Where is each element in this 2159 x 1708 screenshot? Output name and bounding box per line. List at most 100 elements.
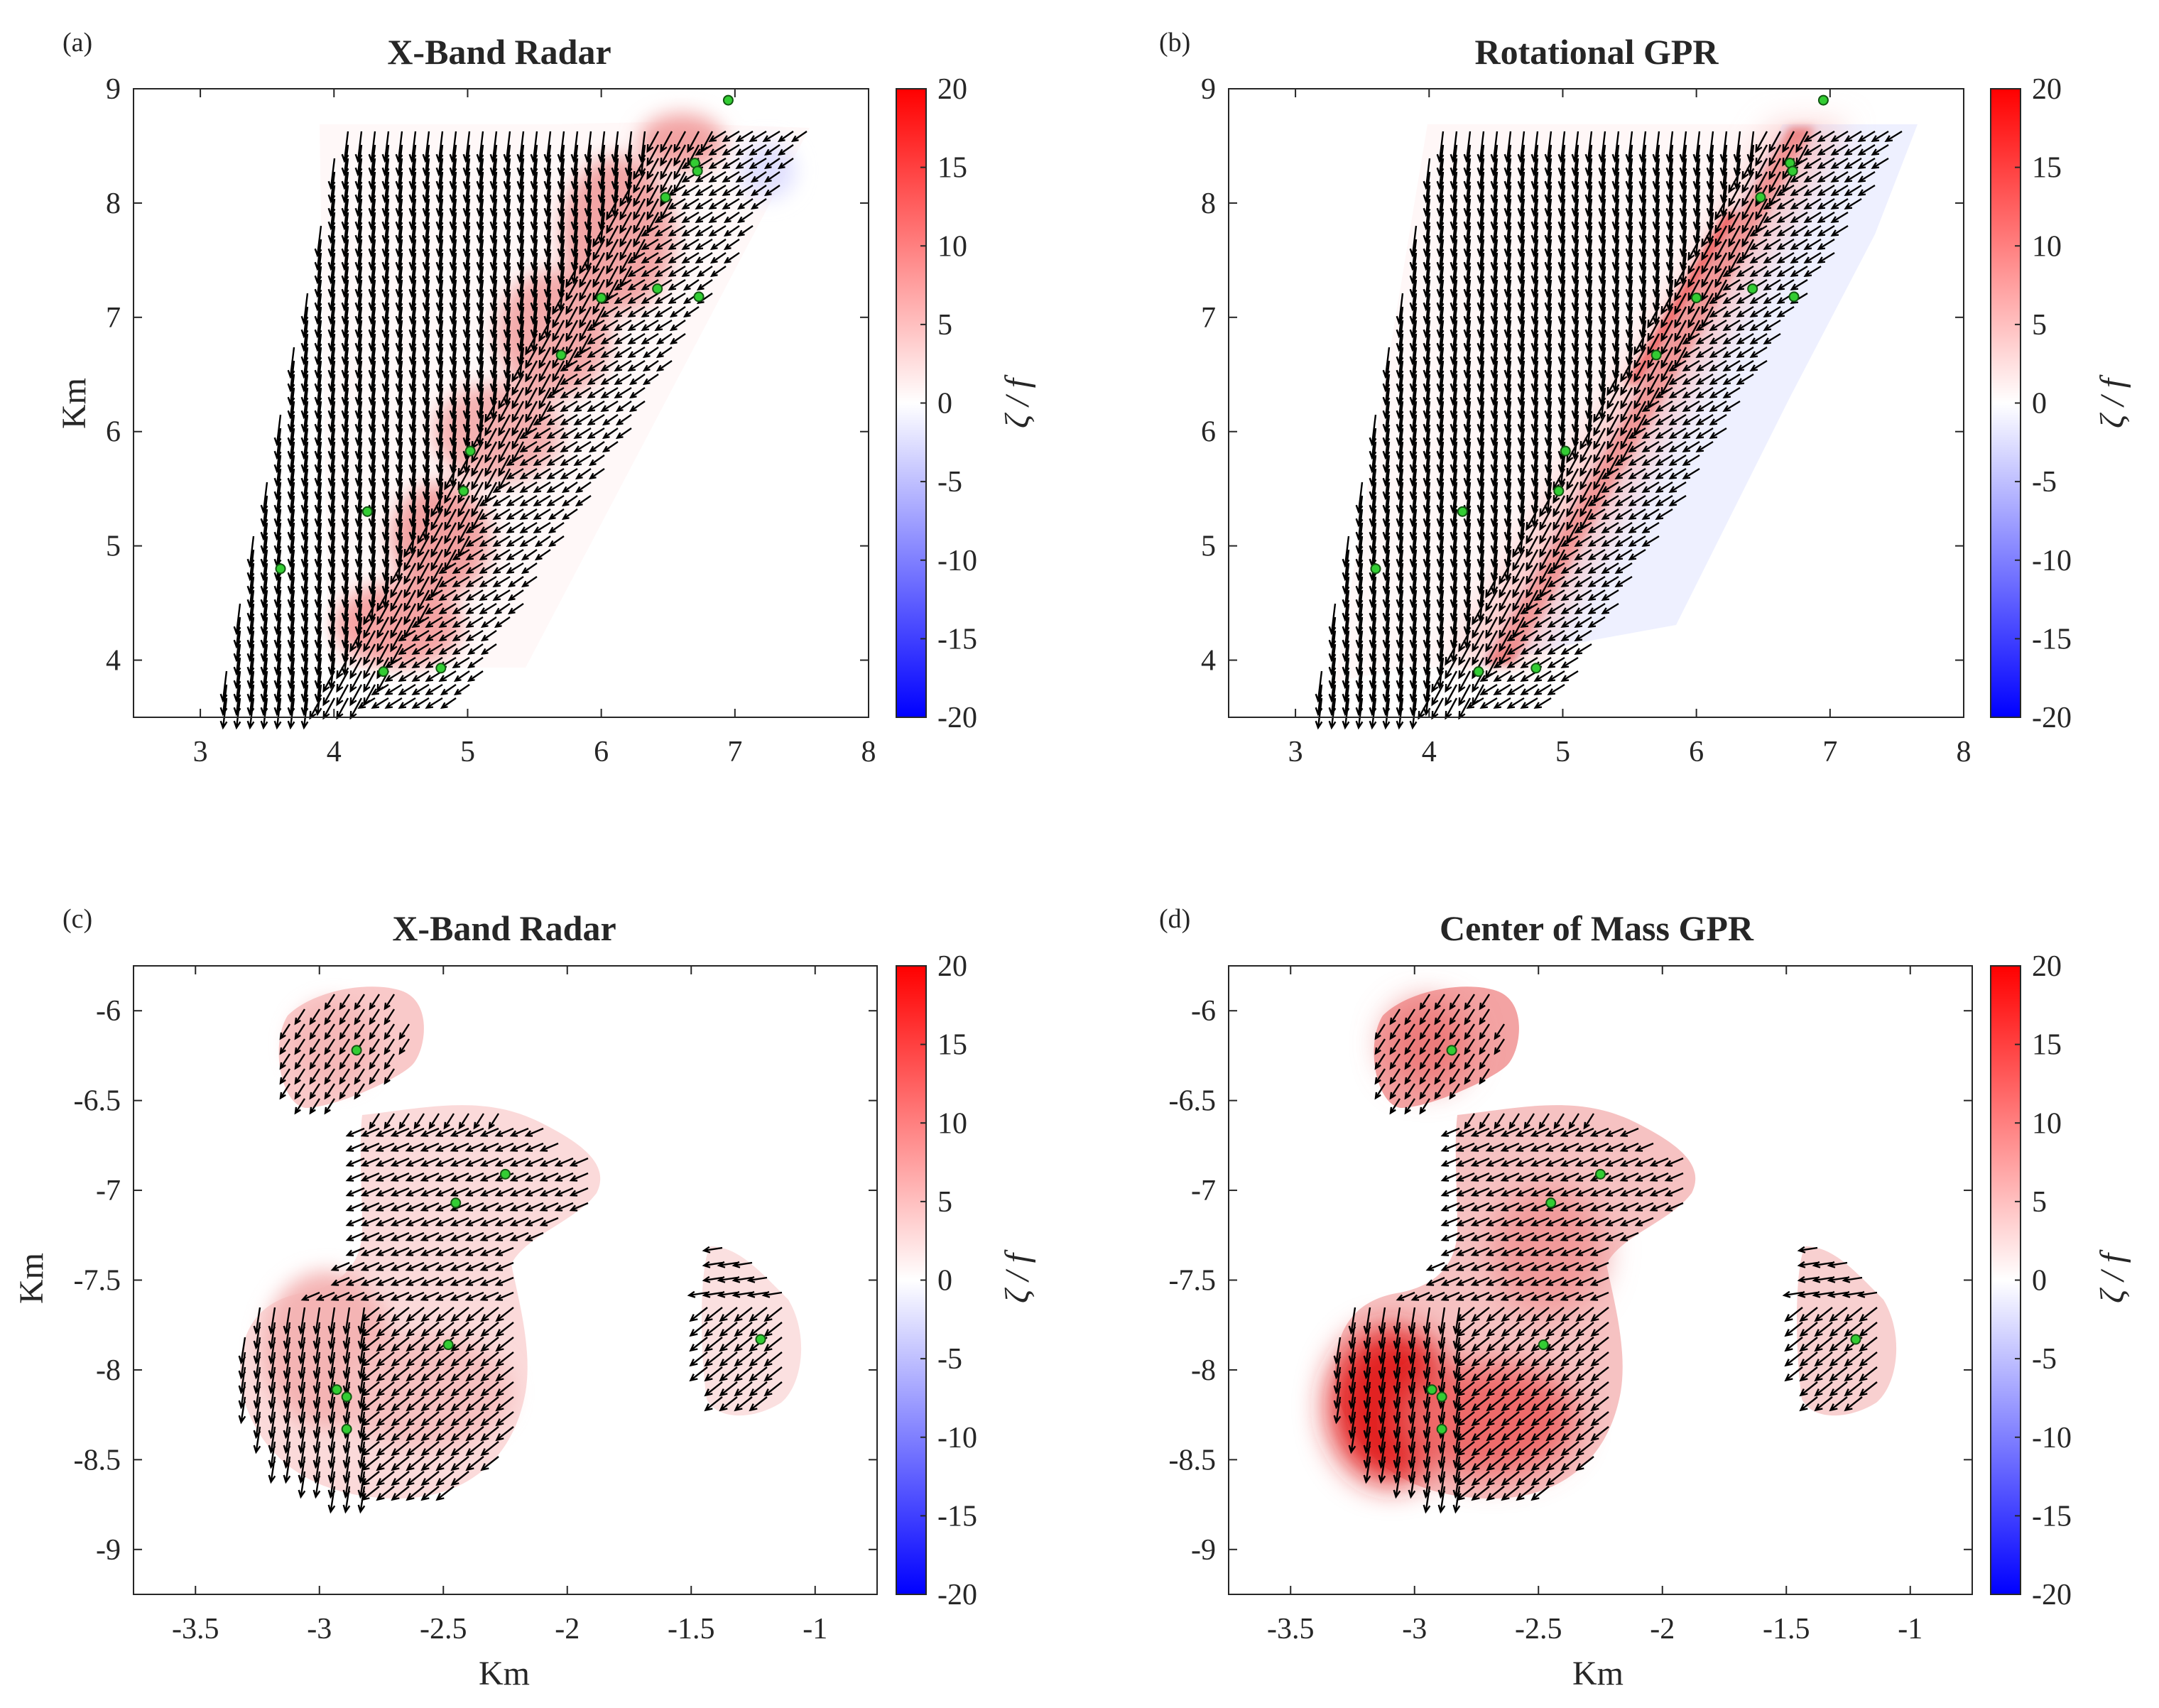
velocity-arrow (1547, 656, 1565, 669)
velocity-arrow (369, 1068, 381, 1085)
velocity-arrow (438, 575, 457, 588)
velocity-arrow (1628, 440, 1646, 453)
velocity-arrow (279, 1053, 291, 1070)
colorbar-tick-label: 20 (937, 73, 967, 106)
velocity-arrow (336, 670, 349, 693)
velocity-arrow (1547, 670, 1565, 682)
colorbar-label: ζ / f (2094, 374, 2131, 428)
velocity-arrow (669, 306, 686, 318)
velocity-arrow (273, 697, 282, 730)
velocity-arrow (1479, 670, 1498, 682)
colorbar-tick-label: 5 (937, 1186, 952, 1219)
velocity-arrow (339, 1023, 351, 1040)
velocity-arrow (1579, 455, 1593, 477)
velocity-arrow (425, 629, 443, 642)
velocity-arrow (660, 158, 673, 180)
velocity-arrow (1566, 482, 1579, 504)
velocity-arrow (682, 279, 700, 291)
drifter-marker (1436, 1391, 1447, 1403)
velocity-arrow (1763, 251, 1781, 264)
velocity-arrow (1485, 603, 1499, 626)
velocity-arrow (1620, 387, 1633, 410)
velocity-arrow (592, 252, 606, 275)
velocity-arrow (695, 251, 713, 264)
drifter-marker (378, 666, 389, 678)
velocity-arrow (1628, 454, 1646, 467)
panel-title: Rotational GPR (1474, 32, 1719, 72)
velocity-arrow (398, 670, 416, 682)
velocity-arrow (1790, 251, 1808, 264)
velocity-arrow (1755, 198, 1768, 221)
velocity-arrow (1601, 548, 1619, 561)
velocity-arrow (570, 252, 579, 285)
velocity-arrow (1539, 562, 1552, 585)
velocity-arrow (360, 1142, 380, 1152)
vorticity-blob (1406, 1364, 1577, 1477)
velocity-arrow (1844, 143, 1862, 156)
velocity-arrow (1679, 252, 1687, 285)
colorbar-tick-label: 15 (937, 1029, 967, 1062)
velocity-arrow (668, 251, 686, 264)
velocity-arrow (546, 400, 565, 413)
velocity-arrow (1641, 400, 1660, 413)
velocity-arrow (614, 292, 632, 305)
velocity-arrow (1436, 657, 1445, 690)
velocity-arrow (565, 333, 579, 356)
velocity-arrow (696, 266, 713, 278)
velocity-arrow (384, 1053, 396, 1070)
velocity-arrow (452, 562, 470, 575)
colorbar-tick-label: -10 (937, 1422, 977, 1454)
velocity-arrows (219, 130, 807, 730)
drifter-marker (1538, 1339, 1549, 1351)
velocity-arrow (1844, 197, 1862, 210)
velocity-arrow (763, 171, 781, 183)
x-axis-label: Km (1572, 1655, 1624, 1692)
velocity-arrow (1709, 386, 1727, 399)
velocity-arrow (1566, 441, 1579, 464)
velocity-arrow (1593, 455, 1606, 477)
velocity-arrow (1641, 494, 1660, 507)
drifter-marker (1755, 192, 1766, 203)
velocity-arrow (498, 414, 511, 437)
velocity-arrow (363, 630, 376, 653)
velocity-arrow (627, 359, 646, 372)
vorticity-blob (739, 142, 795, 199)
velocity-arrow (1655, 467, 1673, 480)
axes-box (133, 88, 869, 718)
vorticity-blob (1385, 1001, 1470, 1087)
velocity-arrow (1571, 428, 1579, 460)
velocity-arrow (440, 684, 457, 696)
y-tick-label: -9 (1191, 1534, 1216, 1567)
velocity-arrow (723, 239, 740, 251)
velocity-arrow (587, 346, 605, 359)
velocity-arrow (552, 360, 565, 383)
velocity-arrow (557, 279, 565, 312)
velocity-arrow (1687, 306, 1701, 329)
velocity-arrow (579, 306, 592, 329)
velocity-arrow (294, 1008, 306, 1026)
velocity-arrow (1714, 225, 1728, 248)
velocity-arrow (1355, 697, 1364, 730)
velocity-arrow (646, 198, 660, 221)
velocity-arrow (695, 224, 713, 237)
velocity-arrow (484, 468, 498, 491)
velocity-arrow (1722, 278, 1741, 291)
velocity-arrow (1755, 158, 1768, 180)
velocity-arrow (471, 441, 484, 464)
velocity-arrow (1628, 508, 1646, 521)
velocity-arrow (1714, 198, 1728, 221)
velocity-arrow (480, 630, 497, 642)
velocity-arrow (1660, 320, 1674, 342)
velocity-arrow (654, 224, 673, 237)
axes-box (1228, 88, 1964, 718)
velocity-arrow (579, 320, 592, 342)
velocity-arrow (440, 697, 457, 709)
velocity-arrow (1749, 305, 1768, 318)
velocity-arrow (546, 386, 565, 399)
velocity-arrow (1587, 602, 1606, 615)
velocity-arrow (1736, 359, 1754, 372)
velocity-arrow (600, 332, 619, 345)
velocity-arrow (1512, 562, 1526, 585)
velocity-arrow (565, 279, 579, 302)
velocity-arrow (1763, 197, 1781, 210)
